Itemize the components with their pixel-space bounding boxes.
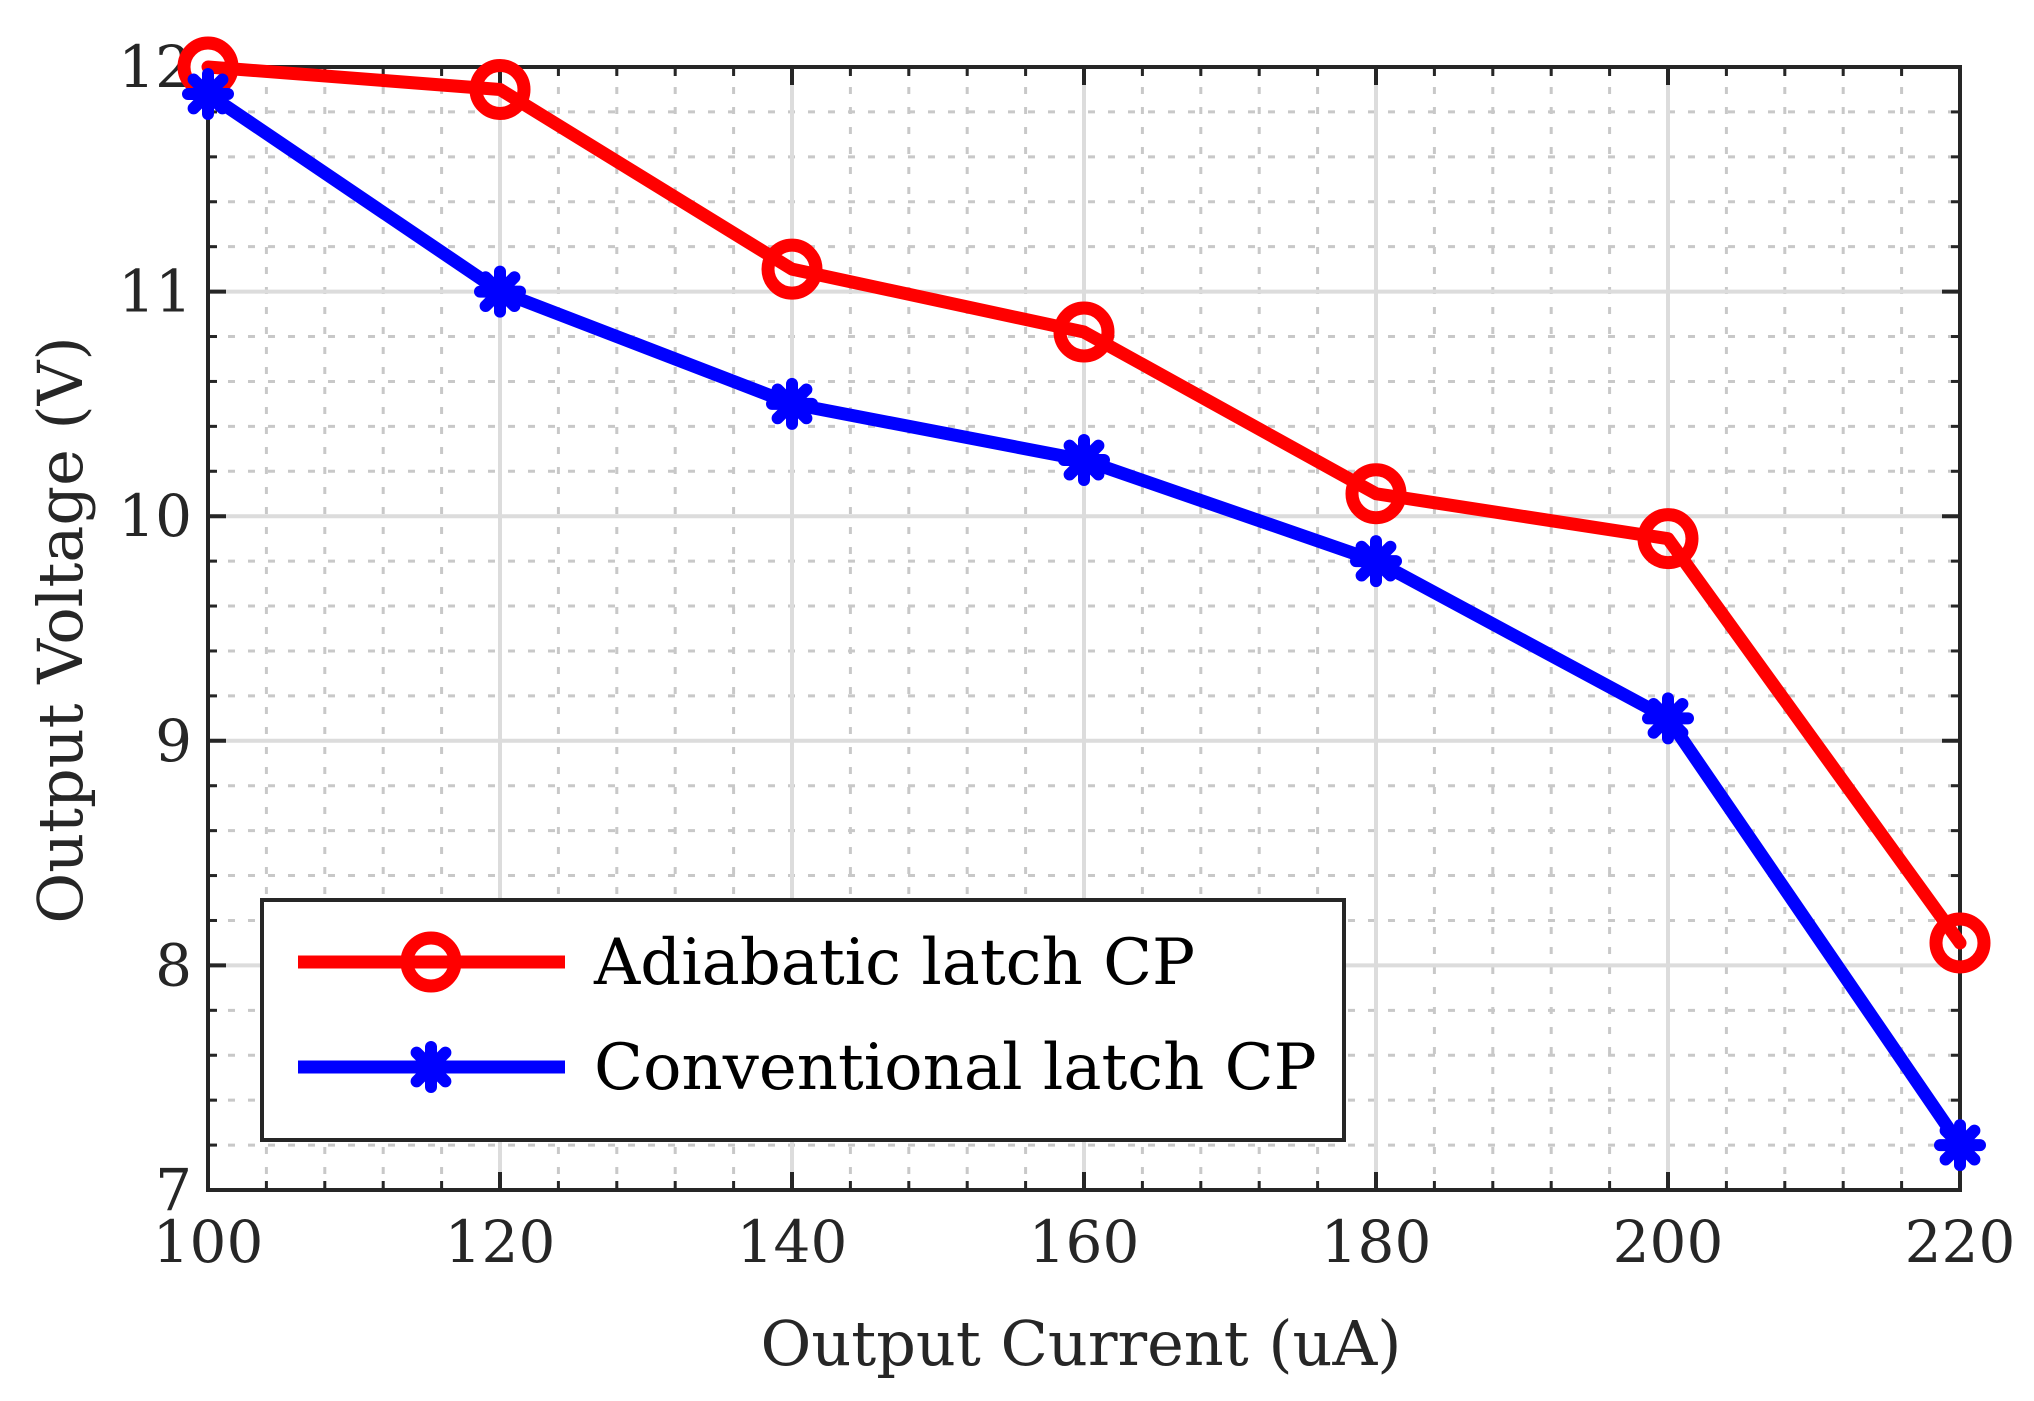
data-point xyxy=(766,377,818,430)
data-point xyxy=(1642,692,1694,745)
data-point xyxy=(1929,912,1991,974)
data-point xyxy=(469,58,531,120)
axis-ticks xyxy=(206,65,1962,1192)
x-tick-label: 220 xyxy=(1905,1208,2016,1276)
legend: Adiabatic latch CP Conventional latch CP xyxy=(260,898,1346,1142)
data-point xyxy=(182,67,234,120)
data-point xyxy=(1350,535,1402,588)
x-tick-labels: 100 120 140 160 180 200 220 xyxy=(153,1208,2016,1276)
y-axis-label: Output Voltage (V) xyxy=(24,336,97,923)
asterisk-stroke xyxy=(1063,439,1105,481)
y-tick-label: 7 xyxy=(155,1156,192,1224)
data-point xyxy=(761,238,823,300)
asterisk-stroke xyxy=(1939,1124,1981,1166)
data-point xyxy=(474,265,526,318)
series-2 xyxy=(182,67,1986,1172)
legend-marker xyxy=(405,1041,457,1093)
x-tick-label: 100 xyxy=(153,1208,264,1276)
legend-label: Conventional latch CP xyxy=(594,1031,1317,1105)
data-point xyxy=(1637,508,1699,570)
x-axis-label: Output Current (uA) xyxy=(761,1307,1402,1380)
legend-entry-2: Conventional latch CP xyxy=(298,1031,1317,1105)
data-point xyxy=(1345,463,1407,525)
y-tick-label: 8 xyxy=(155,931,192,999)
x-tick-label: 140 xyxy=(737,1208,848,1276)
x-tick-label: 180 xyxy=(1321,1208,1432,1276)
x-tick-label: 120 xyxy=(445,1208,556,1276)
asterisk-stroke xyxy=(479,271,521,312)
asterisk-stroke xyxy=(410,1046,452,1088)
legend-box xyxy=(260,898,1346,1142)
legend-entry-1: Adiabatic latch CP xyxy=(298,926,1195,1000)
data-point xyxy=(1058,434,1110,487)
asterisk-stroke xyxy=(1647,697,1689,739)
legend-label: Adiabatic latch CP xyxy=(593,926,1195,1000)
series-1 xyxy=(177,36,1991,974)
data-point xyxy=(1053,301,1115,363)
y-tick-label: 11 xyxy=(118,258,192,326)
legend-entries: Adiabatic latch CP Conventional latch CP xyxy=(298,926,1317,1105)
legend-marker xyxy=(400,931,462,993)
y-tick-label: 9 xyxy=(155,707,192,775)
asterisk-stroke xyxy=(1355,540,1397,582)
data-point xyxy=(1934,1119,1986,1172)
asterisk-stroke xyxy=(187,73,229,115)
series-line xyxy=(201,60,1967,950)
x-tick-label: 160 xyxy=(1029,1208,1140,1276)
asterisk-stroke xyxy=(771,383,813,425)
series-layer xyxy=(177,36,1991,1172)
x-tick-label: 200 xyxy=(1613,1208,1724,1276)
y-tick-label: 10 xyxy=(118,482,192,550)
